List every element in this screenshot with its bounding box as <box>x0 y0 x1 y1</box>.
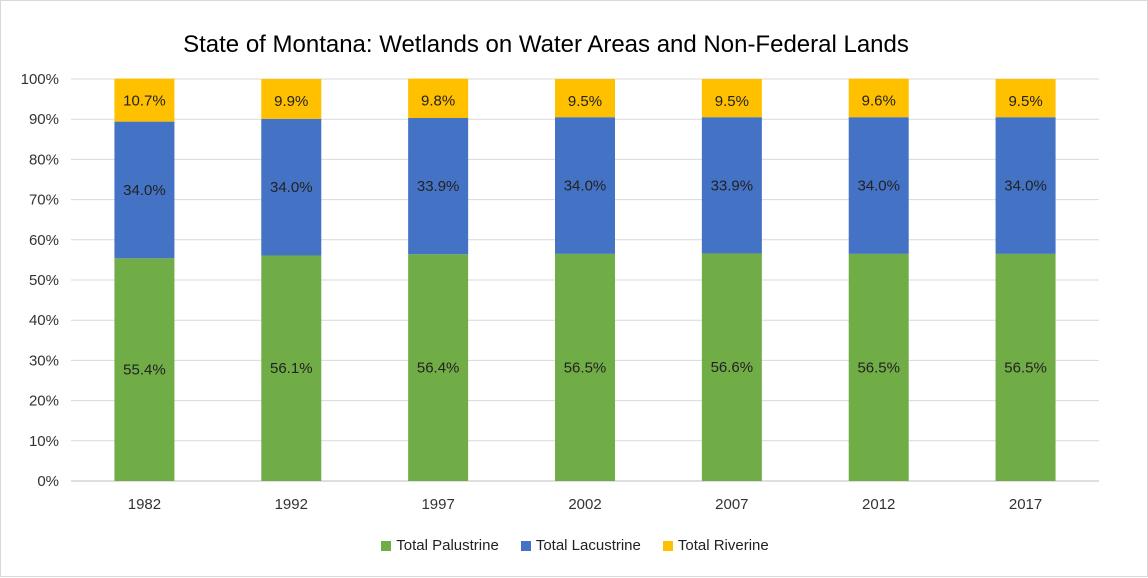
bar-segment <box>995 117 1056 254</box>
legend-swatch <box>520 540 531 551</box>
bar-segment <box>408 254 469 481</box>
y-tick-label: 90% <box>29 111 59 128</box>
y-tick-label: 80% <box>29 151 59 168</box>
legend-label: Total Lacustrine <box>535 537 641 554</box>
bar-segment <box>114 258 175 481</box>
data-label: 9.5% <box>568 93 602 110</box>
bar-segment <box>995 79 1056 118</box>
bar-segment <box>701 253 762 481</box>
data-label: 10.7% <box>123 93 166 110</box>
data-label: 34.0% <box>123 182 166 199</box>
y-tick-label: 60% <box>29 232 59 249</box>
y-tick-label: 100% <box>21 71 59 88</box>
y-tick-label: 10% <box>29 433 59 450</box>
legend-item: Total Lacustrine <box>520 537 641 554</box>
x-tick-label: 1992 <box>275 496 308 513</box>
x-tick-label: 1997 <box>421 496 454 513</box>
bar-segment <box>555 253 615 481</box>
y-tick-label: 0% <box>37 473 59 490</box>
bar-segment <box>555 79 615 118</box>
legend-item: Total Riverine <box>662 537 769 554</box>
x-tick-label: 2002 <box>568 496 601 513</box>
x-tick-label: 2007 <box>715 496 748 513</box>
data-label: 34.0% <box>270 179 313 196</box>
bar-segment <box>995 253 1056 481</box>
data-label: 34.0% <box>857 178 900 195</box>
bar-segment <box>408 78 469 118</box>
data-label: 33.9% <box>711 177 754 194</box>
bar-segment <box>408 117 469 255</box>
y-tick-label: 50% <box>29 272 59 289</box>
data-label: 9.5% <box>1008 93 1042 110</box>
bar-segment <box>261 118 322 256</box>
data-label: 9.6% <box>862 93 896 110</box>
bar-segment <box>555 117 615 254</box>
x-tick-label: 2017 <box>1009 496 1042 513</box>
data-label: 56.6% <box>711 359 754 376</box>
x-tick-label: 1982 <box>128 496 161 513</box>
data-label: 55.4% <box>123 362 166 379</box>
data-label: 9.8% <box>421 93 455 110</box>
y-tick-label: 20% <box>29 393 59 410</box>
bar-segment <box>848 253 909 481</box>
data-label: 33.9% <box>417 178 460 195</box>
chart-title: State of Montana: Wetlands on Water Area… <box>183 31 909 58</box>
y-tick-label: 40% <box>29 312 59 329</box>
data-label: 9.9% <box>274 93 308 110</box>
y-tick-label: 30% <box>29 352 59 369</box>
bar-segment <box>848 117 909 254</box>
bar-segment <box>848 78 909 118</box>
legend-swatch <box>381 540 392 551</box>
bar-segment <box>701 79 762 118</box>
y-tick-label: 70% <box>29 192 59 209</box>
bar-segment <box>261 255 322 481</box>
x-tick-label: 2012 <box>862 496 895 513</box>
data-label: 56.1% <box>270 360 313 377</box>
chart-legend: Total Palustrine Total Lacustrine Total Ri… <box>1 537 1148 554</box>
legend-item: Total Palustrine <box>381 537 499 554</box>
data-label: 56.4% <box>417 360 460 377</box>
data-label: 56.5% <box>1004 359 1047 376</box>
bar-segment <box>261 79 322 119</box>
data-label: 56.5% <box>857 359 900 376</box>
legend-label: Total Riverine <box>677 537 769 554</box>
legend-swatch <box>662 540 673 551</box>
bar-segment <box>701 117 762 254</box>
data-label: 56.5% <box>564 359 607 376</box>
data-label: 34.0% <box>1004 178 1047 195</box>
bar-segment <box>114 78 175 122</box>
data-label: 34.0% <box>564 178 607 195</box>
data-label: 9.5% <box>715 93 749 110</box>
legend-label: Total Palustrine <box>396 537 499 554</box>
bar-segment <box>114 121 175 259</box>
